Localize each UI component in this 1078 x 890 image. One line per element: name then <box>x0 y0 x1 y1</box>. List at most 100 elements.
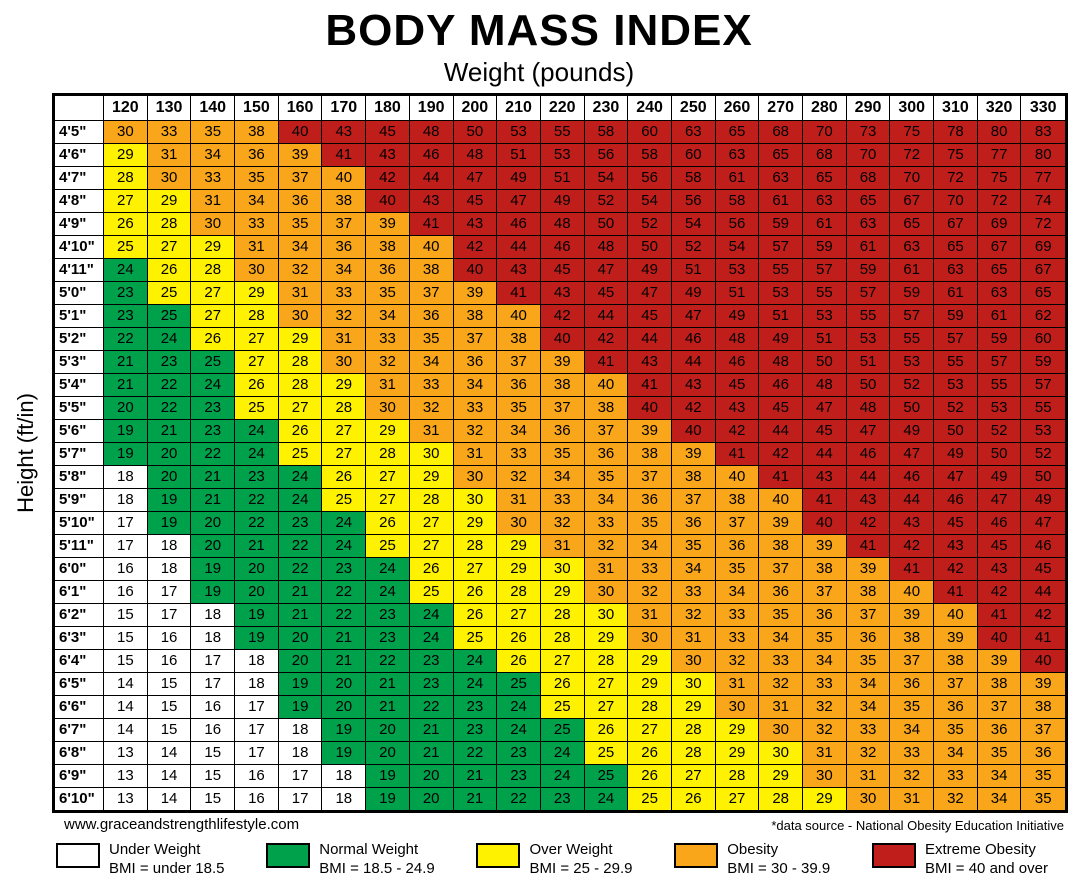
bmi-cell: 44 <box>845 464 891 489</box>
bmi-cell: 40 <box>539 326 585 351</box>
bmi-cell: 46 <box>539 234 585 259</box>
bmi-cell: 32 <box>933 786 978 812</box>
bmi-cell: 25 <box>583 740 629 765</box>
height-header: 4'7" <box>53 165 104 190</box>
bmi-cell: 57 <box>976 349 1022 374</box>
bmi-cell: 49 <box>539 188 585 213</box>
bmi-cell: 34 <box>496 418 541 443</box>
bmi-row: 6'3" 15 16 18 19 20 21 23 24 25 26 28 29 30 31 33 34 35 36… <box>53 625 1067 650</box>
bmi-cell: 24 <box>277 464 323 489</box>
bmi-cell: 15 <box>103 648 148 673</box>
bmi-cell: 40 <box>627 395 672 420</box>
bmi-cell: 21 <box>103 349 148 374</box>
legend-range: BMI = 30 - 39.9 <box>727 859 831 877</box>
bmi-cell: 48 <box>539 211 585 236</box>
bmi-cell: 46 <box>845 441 891 466</box>
bmi-cell: 27 <box>234 326 279 351</box>
weight-header: 170 <box>321 93 367 121</box>
bmi-cell: 41 <box>583 349 629 374</box>
bmi-cell: 21 <box>277 579 323 604</box>
bmi-cell: 39 <box>539 349 585 374</box>
bmi-cell: 29 <box>583 625 629 650</box>
bmi-cell: 57 <box>845 280 891 305</box>
bmi-cell: 39 <box>627 418 672 443</box>
bmi-cell: 35 <box>365 280 410 305</box>
bmi-cell: 16 <box>146 648 192 673</box>
bmi-cell: 25 <box>321 487 367 512</box>
bmi-cell: 73 <box>845 119 891 144</box>
bmi-cell: 17 <box>277 786 323 812</box>
bmi-cell: 15 <box>146 671 192 696</box>
bmi-row: 4'6" 29 31 34 36 39 41 43 46 48 51 53 56 58 60 63 65 68 70… <box>53 142 1067 167</box>
bmi-cell: 53 <box>496 119 541 144</box>
weight-header: 300 <box>889 93 935 121</box>
height-header: 5'7" <box>53 441 104 466</box>
bmi-cell: 24 <box>365 579 410 604</box>
bmi-cell: 34 <box>976 763 1022 788</box>
bmi-cell: 36 <box>802 602 847 627</box>
bmi-cell: 29 <box>496 556 541 581</box>
bmi-cell: 37 <box>408 280 454 305</box>
bmi-cell: 19 <box>190 579 236 604</box>
bmi-cell: 15 <box>146 717 192 742</box>
bmi-cell: 27 <box>452 556 498 581</box>
bmi-cell: 36 <box>583 441 629 466</box>
height-header: 4'5" <box>53 119 104 144</box>
bmi-cell: 31 <box>496 487 541 512</box>
bmi-cell: 40 <box>714 464 760 489</box>
bmi-cell: 36 <box>365 257 410 282</box>
bmi-cell: 21 <box>408 717 454 742</box>
bmi-cell: 41 <box>758 464 803 489</box>
bmi-cell: 31 <box>583 556 629 581</box>
bmi-cell: 19 <box>321 717 367 742</box>
height-header: 6'2" <box>53 602 104 627</box>
bmi-cell: 63 <box>889 234 935 259</box>
weight-header: 240 <box>627 93 672 121</box>
bmi-cell: 29 <box>496 533 541 558</box>
bmi-cell: 80 <box>976 119 1022 144</box>
bmi-cell: 35 <box>234 165 279 190</box>
bmi-row: 5'0" 23 25 27 29 31 33 35 37 39 41 43 45 47 49 51 53 55 57… <box>53 280 1067 305</box>
bmi-cell: 35 <box>277 211 323 236</box>
bmi-cell: 30 <box>234 257 279 282</box>
bmi-cell: 42 <box>976 579 1022 604</box>
bmi-cell: 38 <box>539 372 585 397</box>
bmi-row: 4'7" 28 30 33 35 37 40 42 44 47 49 51 54 56 58 61 63 65 68… <box>53 165 1067 190</box>
bmi-cell: 14 <box>103 694 148 719</box>
bmi-cell: 19 <box>365 763 410 788</box>
bmi-cell: 22 <box>321 579 367 604</box>
bmi-cell: 47 <box>670 303 716 328</box>
bmi-row: 6'5" 14 15 17 18 19 20 21 23 24 25 26 27 29 30 31 32 33 34… <box>53 671 1067 696</box>
bmi-cell: 35 <box>1020 763 1067 788</box>
bmi-cell: 20 <box>277 648 323 673</box>
bmi-cell: 26 <box>190 326 236 351</box>
bmi-cell: 31 <box>670 625 716 650</box>
bmi-cell: 31 <box>889 786 935 812</box>
bmi-cell: 38 <box>714 487 760 512</box>
bmi-cell: 67 <box>933 211 978 236</box>
bmi-cell: 33 <box>670 579 716 604</box>
bmi-cell: 34 <box>889 717 935 742</box>
bmi-cell: 74 <box>1020 188 1067 213</box>
bmi-cell: 44 <box>802 441 847 466</box>
bmi-row: 4'5" 30 33 35 38 40 43 45 48 50 53 55 58 60 63 65 68 70 73… <box>53 119 1067 144</box>
bmi-cell: 14 <box>103 671 148 696</box>
height-header: 4'9" <box>53 211 104 236</box>
bmi-cell: 33 <box>321 280 367 305</box>
bmi-cell: 55 <box>758 257 803 282</box>
bmi-cell: 36 <box>714 533 760 558</box>
bmi-cell: 25 <box>496 671 541 696</box>
bmi-cell: 27 <box>670 763 716 788</box>
bmi-cell: 58 <box>714 188 760 213</box>
bmi-cell: 20 <box>277 625 323 650</box>
weight-header: 160 <box>277 93 323 121</box>
bmi-cell: 25 <box>146 280 192 305</box>
bmi-cell: 42 <box>365 165 410 190</box>
legend-range: BMI = under 18.5 <box>109 859 225 877</box>
weight-header: 250 <box>670 93 716 121</box>
bmi-cell: 41 <box>627 372 672 397</box>
bmi-cell: 42 <box>933 556 978 581</box>
height-header: 5'1" <box>53 303 104 328</box>
bmi-cell: 48 <box>583 234 629 259</box>
bmi-cell: 28 <box>758 786 803 812</box>
